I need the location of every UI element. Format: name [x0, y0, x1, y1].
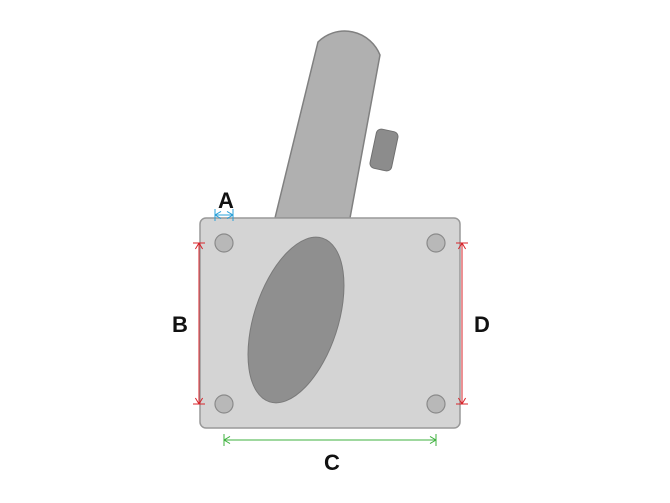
dimension-label-B: B — [172, 312, 188, 337]
mounting-hole-tl — [215, 234, 233, 252]
dimension-label-C: C — [324, 450, 340, 475]
mounting-hole-bl — [215, 395, 233, 413]
technical-diagram: A B D C — [0, 0, 670, 503]
dimension-label-D: D — [474, 312, 490, 337]
mounting-hole-tr — [427, 234, 445, 252]
dimension-label-A: A — [218, 188, 234, 213]
mounting-hole-br — [427, 395, 445, 413]
